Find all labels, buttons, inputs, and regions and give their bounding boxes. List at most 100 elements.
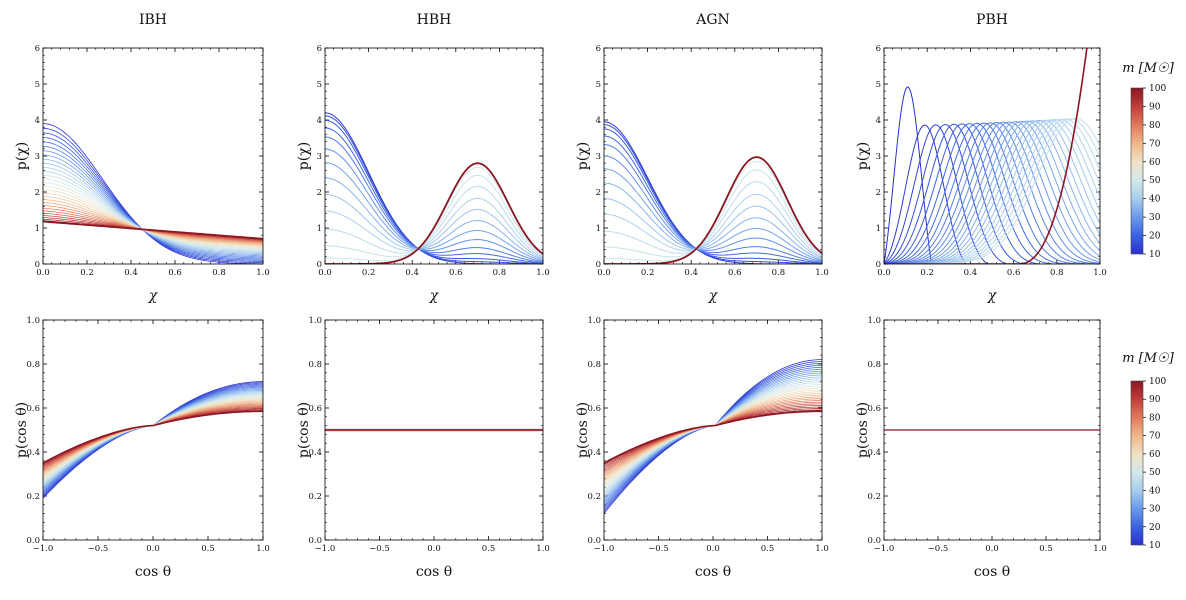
series-line: [325, 148, 543, 263]
x-axis-label: χ: [148, 288, 159, 304]
series-group: [325, 112, 543, 264]
colorbar: m [M☉] 10 20 30 40 50 60 70 80 90 100: [1122, 61, 1174, 260]
series-line: [604, 198, 822, 259]
y-axis-label: p(cos θ): [855, 402, 871, 458]
series-line: [604, 193, 822, 258]
series-line: [604, 410, 822, 464]
x-tick-label: −0.5: [928, 544, 949, 554]
series-line: [604, 155, 822, 262]
series-line: [884, 122, 1100, 264]
series-line: [604, 359, 822, 514]
y-tick-label: 0.2: [587, 492, 601, 502]
series-line: [43, 381, 263, 499]
colorbar-title: m [M☉]: [1122, 351, 1174, 366]
series-line: [43, 410, 263, 464]
y-tick-label: 2: [317, 188, 322, 198]
series-line: [604, 121, 822, 264]
x-tick-label: 0.0: [706, 544, 720, 554]
y-tick-label: 0.6: [26, 404, 40, 414]
y-tick-label: 0.4: [26, 448, 40, 458]
colorbar-tick-label: 10: [1149, 541, 1161, 551]
y-axis-label: p(χ): [855, 142, 871, 170]
x-tick-label: 0.0: [427, 544, 441, 554]
x-tick-label: 0.6: [728, 268, 742, 278]
plot-frame: [883, 47, 1101, 265]
series-line: [604, 168, 822, 261]
series-line: [604, 370, 822, 503]
panel-title: AGN: [695, 12, 730, 28]
colorbar-tick-label: 30: [1149, 505, 1161, 515]
x-tick-label: 1.0: [1093, 268, 1107, 278]
x-tick-label: 0.2: [80, 268, 94, 278]
y-tick-label: 2: [596, 188, 601, 198]
y-tick-label: 5: [317, 80, 322, 90]
colorbar-title: m [M☉]: [1122, 61, 1174, 76]
y-tick-label: 4: [596, 116, 601, 126]
colorbar-tick-label: 20: [1149, 523, 1161, 533]
x-tick-label: 0.0: [146, 544, 160, 554]
y-tick-label: 6: [35, 44, 40, 54]
y-tick-label: 0.8: [867, 360, 881, 370]
y-tick-label: 1.0: [26, 316, 40, 326]
series-line: [325, 197, 543, 258]
y-tick-label: 5: [876, 80, 881, 90]
series-line: [604, 361, 822, 512]
x-tick-label: 0.0: [597, 268, 611, 278]
plot-frame: [42, 319, 264, 541]
y-tick-label: 0.4: [587, 448, 601, 458]
x-tick-label: −0.5: [369, 544, 390, 554]
panel-HBH-tilt: −1.0 −0.5 0.0 0.5 1.0 0.0 0.2 0.4 0.6 0.8 1.0 cos θ…: [296, 316, 550, 580]
y-tick-label: 1: [596, 224, 601, 234]
colorbar: m [M☉] 10 20 30 40 50 60 70 80 90 100: [1122, 351, 1174, 551]
y-tick-label: 3: [317, 152, 322, 162]
x-tick-label: 0.6: [1007, 268, 1021, 278]
x-tick-label: 1.0: [536, 544, 550, 554]
panel-PBH-spin: PBH 0.0 0.2 0.4 0.6 0.8 1.0 0 1 2 3 4 5 6 χ p(χ): [855, 12, 1107, 304]
series-line: [884, 124, 1100, 264]
series-group: [884, 48, 1100, 264]
plot-frame: [324, 47, 544, 265]
series-line: [884, 121, 1100, 264]
series-line: [604, 128, 822, 264]
y-tick-label: 6: [596, 44, 601, 54]
colorbar-tick-label: 90: [1149, 102, 1161, 112]
y-tick-label: 0.2: [867, 492, 881, 502]
series-line: [604, 135, 822, 264]
series-line: [325, 127, 543, 264]
y-tick-label: 0.4: [867, 448, 881, 458]
series-line: [884, 124, 1100, 264]
colorbar-tick-label: 60: [1149, 450, 1161, 460]
y-tick-label: 1: [876, 224, 881, 234]
x-tick-label: 0.5: [201, 544, 215, 554]
y-tick-label: 0.2: [26, 492, 40, 502]
y-tick-label: 0.6: [587, 404, 601, 414]
x-tick-label: 0.0: [36, 268, 50, 278]
x-tick-label: 0.8: [212, 268, 226, 278]
x-tick-label: 0.5: [761, 544, 775, 554]
colorbar-tick-label: 30: [1149, 213, 1161, 223]
x-axis-label: cos θ: [974, 564, 1010, 580]
y-axis-label: p(cos θ): [14, 402, 30, 458]
x-tick-label: 0.2: [920, 268, 934, 278]
series-line: [325, 177, 543, 261]
y-tick-label: 0.0: [308, 536, 322, 546]
series-line: [604, 372, 822, 501]
colorbar-bar: [1130, 87, 1144, 255]
y-tick-label: 3: [35, 152, 40, 162]
colorbar-tick-label: 80: [1149, 413, 1161, 423]
x-tick-label: 1.0: [536, 268, 550, 278]
y-tick-label: 0.6: [308, 404, 322, 414]
series-line: [43, 220, 263, 240]
y-tick-label: 0.4: [308, 448, 322, 458]
panel-title: HBH: [417, 12, 452, 28]
x-tick-label: 1.0: [815, 268, 829, 278]
y-tick-label: 0.0: [587, 536, 601, 546]
colorbar-tick-label: 50: [1149, 468, 1161, 478]
panel-title: PBH: [976, 12, 1008, 28]
y-tick-label: 5: [35, 80, 40, 90]
y-tick-label: 0.8: [26, 360, 40, 370]
panel-title: IBH: [139, 12, 167, 28]
y-tick-label: 1: [317, 224, 322, 234]
x-tick-label: −1.0: [33, 544, 54, 554]
colorbar-tick-label: 90: [1149, 395, 1161, 405]
